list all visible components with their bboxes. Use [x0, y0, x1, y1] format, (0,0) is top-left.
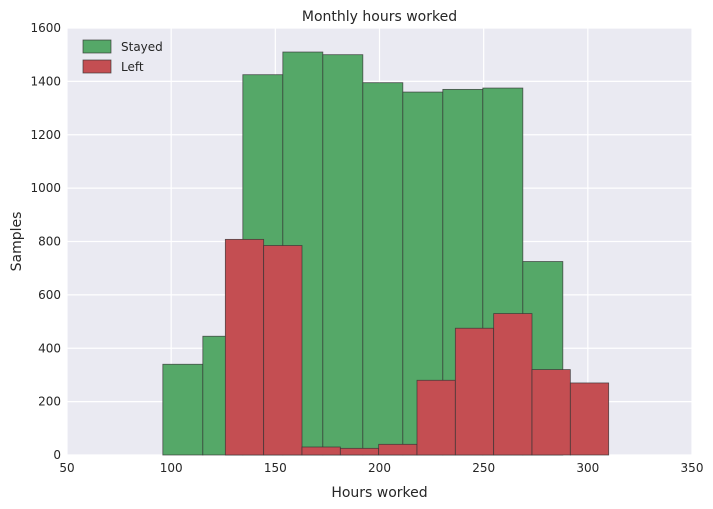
- y-tick-label: 1400: [30, 74, 61, 88]
- bar-left: [531, 369, 571, 456]
- y-tick-label: 400: [38, 341, 61, 355]
- bar-left: [493, 313, 533, 456]
- x-axis-label: Hours worked: [331, 485, 427, 501]
- x-tick-label: 50: [59, 461, 74, 475]
- y-tick-label: 800: [38, 235, 61, 249]
- legend-swatch: [82, 39, 112, 54]
- chart-title: Monthly hours worked: [302, 9, 457, 25]
- legend-swatch: [82, 59, 112, 74]
- y-tick-label: 200: [38, 395, 61, 409]
- legend-item-stayed: Stayed: [82, 39, 163, 54]
- bar-stayed: [162, 363, 204, 456]
- y-tick-label: 1600: [30, 21, 61, 35]
- x-tick-label: 150: [264, 461, 287, 475]
- series-left: [224, 238, 610, 456]
- y-tick-label: 0: [53, 448, 61, 462]
- bar-left: [416, 379, 456, 456]
- bar-left: [301, 446, 341, 456]
- y-tick-labels: 0 200 400 600 800 1000 1200 1400 1600: [30, 21, 61, 462]
- bar-stayed: [322, 54, 364, 456]
- y-tick-label: 600: [38, 288, 61, 302]
- legend-label: Stayed: [121, 40, 163, 54]
- x-tick-label: 300: [576, 461, 599, 475]
- bar-left: [569, 382, 610, 456]
- x-tick-label: 100: [160, 461, 183, 475]
- x-tick-labels: 50 100 150 200 250 300 350: [59, 461, 703, 475]
- legend-item-left: Left: [82, 59, 144, 74]
- x-tick-label: 200: [368, 461, 391, 475]
- bar-left: [454, 327, 495, 456]
- bar-left: [224, 238, 265, 456]
- legend: Stayed Left: [82, 39, 163, 74]
- x-tick-label: 350: [681, 461, 704, 475]
- bars: [162, 51, 610, 456]
- bar-stayed: [362, 82, 404, 456]
- y-axis-label: Samples: [9, 212, 25, 272]
- x-tick-label: 250: [472, 461, 495, 475]
- y-tick-label: 1200: [30, 128, 61, 142]
- bar-left: [378, 443, 418, 456]
- legend-label: Left: [121, 60, 144, 74]
- bar-left: [339, 447, 380, 456]
- y-tick-label: 1000: [30, 181, 61, 195]
- bar-left: [263, 245, 303, 456]
